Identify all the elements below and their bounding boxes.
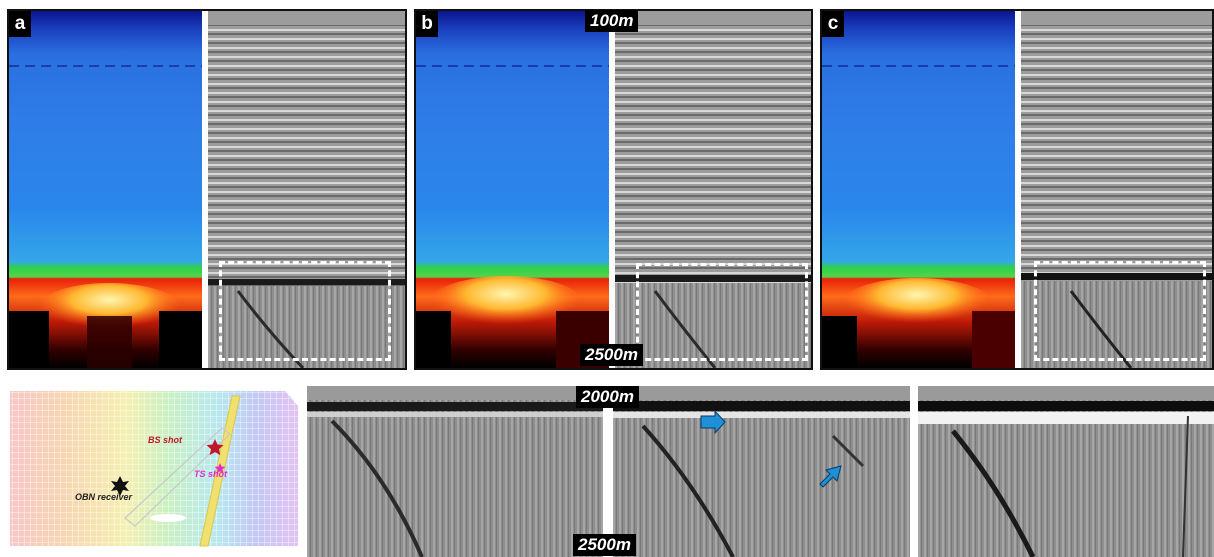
zoom-panel-b xyxy=(613,386,910,557)
arrow-icon-horizontal xyxy=(700,409,726,435)
zoom-region-box xyxy=(219,261,391,361)
obn-receiver-icon xyxy=(111,476,129,496)
bs-shot-star-icon xyxy=(206,439,224,456)
zoom-divider xyxy=(603,386,613,557)
panel-divider xyxy=(609,11,615,368)
seismic-image-b xyxy=(615,11,811,368)
panel-letter: c xyxy=(822,11,844,37)
panel-letter: a xyxy=(9,11,31,37)
velocity-model-a xyxy=(9,11,202,368)
obn-receiver-label: OBN receiver xyxy=(75,492,133,502)
velocity-model-b xyxy=(416,11,609,368)
panel-b: b xyxy=(414,9,813,370)
panel-divider xyxy=(202,11,208,368)
zoom-depth-label-bottom: 2500m xyxy=(573,534,636,556)
seismic-image-a xyxy=(208,11,405,368)
ts-shot-label: TS shot xyxy=(194,469,228,479)
depth-label-top: 100m xyxy=(585,10,639,32)
bs-shot-label: BS shot xyxy=(148,435,183,445)
panel-letter: b xyxy=(416,11,438,37)
zoom-depth-label-top: 2000m xyxy=(576,386,639,408)
depth-label-bottom: 2500m xyxy=(580,344,643,366)
velocity-model-c xyxy=(822,11,1015,368)
panel-divider xyxy=(1015,11,1021,368)
panel-c: c xyxy=(820,9,1214,370)
zoom-panel-a xyxy=(307,386,603,557)
zoom-region-box xyxy=(1034,261,1206,361)
ts-shot-star-icon xyxy=(214,463,226,474)
panel-a: a xyxy=(7,9,407,370)
survey-map: BS shot TS shot OBN receiver xyxy=(0,386,300,557)
arrow-icon-diagonal xyxy=(819,465,842,488)
zoom-region-box xyxy=(636,263,808,361)
zoom-panel-c xyxy=(918,386,1214,557)
seismic-image-c xyxy=(1021,11,1212,368)
